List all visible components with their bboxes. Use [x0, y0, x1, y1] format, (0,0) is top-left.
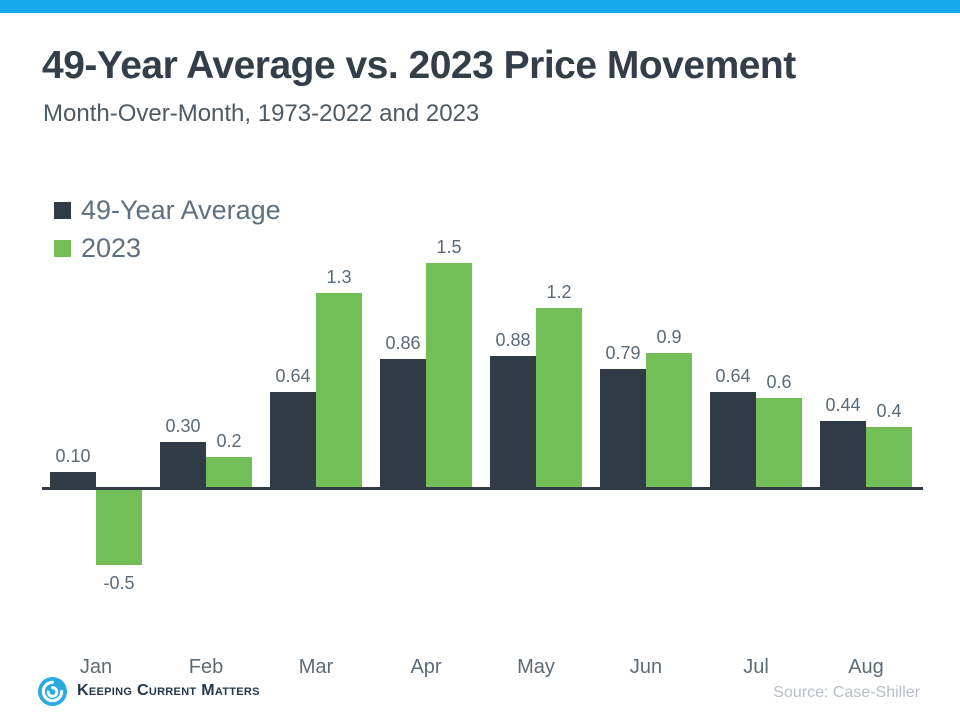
kcm-swirl-icon — [37, 676, 68, 706]
legend-label-49yr-average: 49-Year Average — [81, 195, 281, 225]
bar-2023-apr — [426, 263, 472, 487]
source-attribution: Source: Case-Shiller — [773, 684, 920, 701]
bar-avg-apr — [380, 359, 426, 487]
bar-avg-aug — [820, 421, 866, 487]
bar-avg-feb — [160, 442, 206, 487]
bar-2023-may — [536, 308, 582, 487]
data-label-avg-apr: 0.86 — [385, 333, 421, 353]
data-label-avg-mar: 0.64 — [275, 366, 311, 386]
data-label-2023-mar: 1.3 — [326, 267, 352, 287]
data-label-2023-jun: 0.9 — [656, 327, 682, 347]
x-tick-feb: Feb — [188, 656, 224, 678]
page-title: 49-Year Average vs. 2023 Price Movement — [42, 44, 796, 87]
kcm-logo-text: Keeping Current Matters — [77, 682, 260, 699]
bar-avg-jan — [50, 472, 96, 487]
x-tick-jan: Jan — [79, 656, 113, 678]
data-label-avg-jul: 0.64 — [715, 366, 751, 386]
x-axis-line — [42, 487, 923, 490]
kcm-logo: Keeping Current Matters — [37, 674, 260, 708]
data-label-avg-may: 0.88 — [495, 330, 531, 350]
data-label-2023-feb: 0.2 — [216, 431, 242, 451]
bar-2023-jul — [756, 398, 802, 487]
data-label-2023-aug: 0.4 — [876, 401, 902, 421]
data-label-avg-jan: 0.10 — [55, 446, 91, 466]
legend-item-49yr-average: 49-Year Average — [54, 197, 281, 224]
chart-legend: 49-Year Average 2023 — [54, 197, 281, 273]
data-label-avg-jun: 0.79 — [605, 343, 641, 363]
legend-item-2023: 2023 — [54, 235, 281, 262]
x-tick-may: May — [517, 656, 555, 678]
bar-2023-feb — [206, 457, 252, 487]
x-tick-apr: Apr — [410, 656, 442, 678]
bar-2023-jan — [96, 490, 142, 565]
x-tick-aug: Aug — [848, 656, 884, 678]
legend-label-2023: 2023 — [81, 233, 142, 263]
x-tick-mar: Mar — [298, 656, 334, 678]
bar-avg-jun — [600, 369, 646, 487]
data-label-avg-aug: 0.44 — [825, 395, 861, 415]
bar-avg-may — [490, 356, 536, 487]
legend-swatch-2023 — [54, 240, 71, 257]
page-subtitle: Month-Over-Month, 1973-2022 and 2023 — [43, 100, 480, 127]
legend-swatch-49yr-average — [54, 202, 71, 219]
bar-2023-mar — [316, 293, 362, 487]
x-tick-jul: Jul — [743, 656, 769, 678]
data-label-avg-feb: 0.30 — [165, 416, 201, 436]
bar-avg-mar — [270, 392, 316, 487]
data-label-2023-may: 1.2 — [546, 282, 572, 302]
bar-2023-aug — [866, 427, 912, 487]
bar-chart-plot-area: 0.10 -0.5 Jan 0.30 0.2 Feb 0.64 1.3 Mar 0.86 1.5 Ap… — [42, 160, 923, 680]
data-label-2023-jul: 0.6 — [766, 372, 792, 392]
bar-2023-jun — [646, 353, 692, 487]
bar-avg-jul — [710, 392, 756, 487]
data-label-2023-apr: 1.5 — [436, 237, 462, 257]
top-accent-bar — [0, 0, 960, 13]
data-label-2023-jan: -0.5 — [103, 573, 135, 593]
x-tick-jun: Jun — [629, 656, 663, 678]
